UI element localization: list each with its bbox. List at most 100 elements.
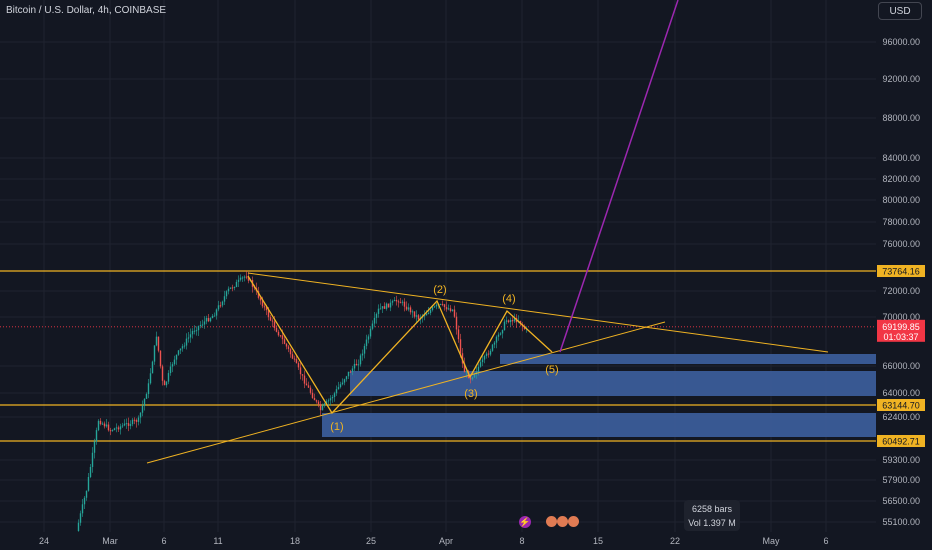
candle bbox=[233, 287, 236, 289]
candle bbox=[469, 378, 472, 380]
candle bbox=[349, 371, 352, 373]
price-tick-label: 55100.00 bbox=[882, 517, 920, 527]
candle bbox=[159, 350, 162, 367]
candle bbox=[417, 315, 420, 320]
flag-icon[interactable] bbox=[546, 516, 557, 527]
candle bbox=[293, 358, 296, 360]
level-price-badge bbox=[877, 265, 925, 277]
candle bbox=[409, 307, 412, 313]
candle bbox=[379, 308, 382, 310]
candle bbox=[493, 342, 496, 345]
candle bbox=[315, 400, 318, 402]
candle bbox=[487, 353, 490, 355]
candle bbox=[389, 302, 392, 308]
candle bbox=[277, 331, 280, 336]
candle bbox=[195, 330, 198, 332]
candle bbox=[115, 427, 118, 429]
candle bbox=[491, 344, 494, 351]
candle bbox=[297, 363, 300, 368]
candle bbox=[247, 276, 250, 281]
candle bbox=[511, 320, 514, 322]
price-tick-label: 80000.00 bbox=[882, 195, 920, 205]
candle bbox=[199, 325, 202, 327]
candle bbox=[129, 424, 132, 426]
candle bbox=[95, 430, 98, 442]
lightning-icon[interactable]: ⚡ bbox=[519, 516, 531, 528]
candle bbox=[429, 310, 432, 313]
candle bbox=[499, 333, 502, 335]
candle bbox=[185, 338, 188, 346]
candle bbox=[313, 397, 316, 401]
candle bbox=[281, 335, 284, 340]
candle bbox=[99, 420, 102, 425]
candle bbox=[113, 428, 116, 431]
bars-count: 6258 bars bbox=[691, 504, 733, 514]
candle bbox=[139, 412, 142, 418]
candle bbox=[287, 346, 290, 350]
candle bbox=[125, 423, 128, 425]
candle bbox=[415, 315, 418, 317]
candle bbox=[407, 307, 410, 310]
candle bbox=[179, 348, 182, 351]
price-tick-label: 59300.00 bbox=[882, 455, 920, 465]
flag-icon[interactable] bbox=[568, 516, 579, 527]
candle bbox=[393, 299, 396, 302]
price-tick-label: 62400.00 bbox=[882, 412, 920, 422]
price-tick-label: 76000.00 bbox=[882, 239, 920, 249]
flag-icon[interactable] bbox=[557, 516, 568, 527]
candle bbox=[373, 317, 376, 324]
candle bbox=[395, 299, 398, 302]
candle bbox=[387, 303, 390, 308]
wave-label: (1) bbox=[330, 421, 343, 433]
candle bbox=[289, 349, 292, 355]
price-axis[interactable]: 96000.00 92000.00 88000.00 84000.00 82000.00… bbox=[877, 37, 925, 527]
candle bbox=[427, 312, 430, 314]
candle bbox=[87, 477, 90, 491]
candle bbox=[157, 336, 160, 351]
candle bbox=[153, 345, 156, 362]
price-tick-label: 88000.00 bbox=[882, 113, 920, 123]
level-price-label: 60492.71 bbox=[882, 437, 920, 447]
time-tick-label: 15 bbox=[593, 536, 603, 546]
price-tick-label: 56500.00 bbox=[882, 496, 920, 506]
wave-label: (3) bbox=[464, 388, 477, 400]
candle bbox=[453, 309, 456, 317]
candle bbox=[131, 419, 134, 425]
candle bbox=[485, 353, 488, 357]
candle bbox=[385, 303, 388, 309]
candle bbox=[299, 367, 302, 375]
candle bbox=[317, 401, 320, 405]
candle bbox=[509, 320, 512, 323]
candle bbox=[459, 339, 462, 354]
candle bbox=[327, 400, 330, 402]
price-tick-label: 92000.00 bbox=[882, 74, 920, 84]
candle bbox=[175, 354, 178, 360]
candle bbox=[79, 513, 82, 523]
candle bbox=[119, 426, 122, 430]
candle bbox=[465, 371, 468, 373]
time-axis[interactable]: 24 Mar 6 11 18 25 Apr 8 15 22 May 6 bbox=[39, 536, 829, 546]
candle bbox=[477, 366, 480, 372]
demand-zone bbox=[322, 413, 876, 437]
grid-lines bbox=[0, 0, 876, 532]
candle bbox=[339, 384, 342, 388]
candle bbox=[345, 376, 348, 380]
candle bbox=[363, 345, 366, 354]
candle bbox=[261, 300, 264, 307]
wave-label: (5) bbox=[545, 364, 558, 376]
time-tick-label: 6 bbox=[823, 536, 828, 546]
candle bbox=[147, 383, 150, 394]
candle bbox=[507, 320, 510, 323]
candle bbox=[203, 321, 206, 325]
candle bbox=[271, 320, 274, 322]
candle bbox=[135, 420, 138, 422]
candle bbox=[291, 354, 294, 359]
candle bbox=[479, 362, 482, 367]
candle bbox=[107, 424, 110, 431]
candle bbox=[133, 419, 136, 421]
candle bbox=[377, 308, 380, 314]
currency-button[interactable]: USD bbox=[878, 2, 922, 20]
candle bbox=[77, 522, 80, 531]
